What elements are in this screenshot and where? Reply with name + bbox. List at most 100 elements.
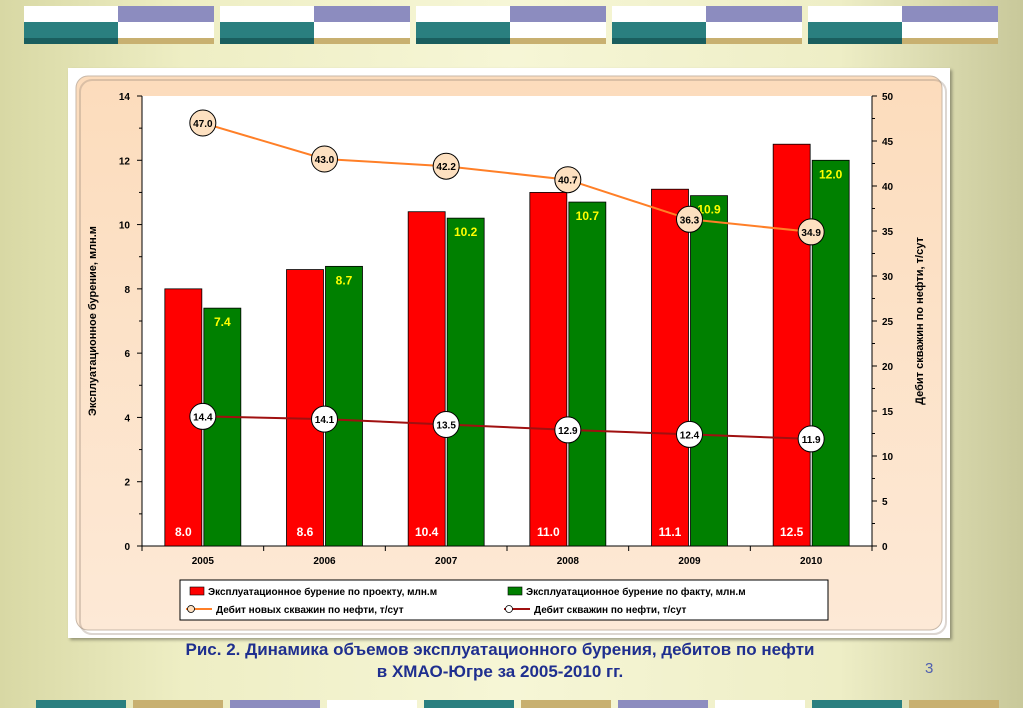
wells-series-label-2007: 13.5 <box>436 421 456 432</box>
deco-piece-white2-0 <box>118 22 214 38</box>
deco-bottom-piece-5 <box>521 700 611 708</box>
wells-series-label-2010: 11.9 <box>802 435 821 446</box>
bottom-decoration <box>0 698 1023 708</box>
deco-piece-gold-0 <box>118 38 214 44</box>
new-wells-series-line <box>202 122 812 233</box>
bar-fact-2009 <box>690 195 728 547</box>
deco-bottom-piece-2 <box>230 700 320 708</box>
bar-fact-label-2007: 10.2 <box>454 225 478 239</box>
y2-tick-label: 30 <box>882 272 894 283</box>
deco-bottom-piece-7 <box>715 700 805 708</box>
y2-tick-label: 45 <box>882 137 894 148</box>
plot-area <box>142 96 872 546</box>
bar-fact-2006 <box>325 265 363 547</box>
legend-swatch-1 <box>507 586 523 596</box>
y2-tick-label: 20 <box>882 362 894 373</box>
bar-fact-label-2010: 12.0 <box>819 167 843 181</box>
legend-label-3: Дебит скважин по нефти, т/сут <box>534 604 687 616</box>
y-tick-label: 14 <box>119 92 131 103</box>
deco-piece-white-4 <box>808 6 902 22</box>
legend-swatch-0 <box>189 586 205 596</box>
deco-piece-dark-0 <box>24 38 118 44</box>
caption-line-1: Рис. 2. Динамика объемов эксплуатационно… <box>185 640 815 659</box>
deco-piece-purple-2 <box>510 6 606 22</box>
legend-label-1: Эксплуатационное бурение по факту, млн.м <box>526 586 746 598</box>
chart-panel-shadow <box>79 79 947 635</box>
x-tick-label: 2005 <box>192 556 215 567</box>
deco-piece-white2-2 <box>510 22 606 38</box>
deco-piece-white2-3 <box>706 22 802 38</box>
deco-piece-white2-4 <box>902 22 998 38</box>
legend-label-0: Эксплуатационное бурение по проекту, млн… <box>208 586 437 598</box>
y-tick-label: 0 <box>124 542 130 553</box>
deco-piece-dark-2 <box>416 38 510 44</box>
new-wells-series-label-2005: 47.0 <box>193 119 213 130</box>
bar-fact-label-2008: 10.7 <box>576 209 600 223</box>
bar-fact-label-2006: 8.7 <box>336 273 353 287</box>
x-tick-label: 2009 <box>678 556 701 567</box>
deco-bottom-piece-1 <box>133 700 223 708</box>
y2-tick-label: 25 <box>882 317 894 328</box>
y2-tick-label: 50 <box>882 92 894 103</box>
chart-frame: 0 2 4 6 8 10 12 14 0 5 10 15 20 25 30 35 40 45 50 2005 2006 2… <box>68 68 950 638</box>
deco-piece-white-2 <box>416 6 510 22</box>
deco-piece-gold-2 <box>510 38 606 44</box>
bar-project-2007 <box>407 211 446 547</box>
y-tick-label: 4 <box>124 413 130 424</box>
wells-series-marker-2010 <box>797 425 825 453</box>
new-wells-series-label-2010: 34.9 <box>801 228 821 239</box>
deco-bottom-piece-6 <box>618 700 708 708</box>
new-wells-series-label-2007: 42.2 <box>436 162 456 173</box>
bar-fact-label-2009: 10.9 <box>697 203 721 217</box>
wells-series-marker-2007 <box>432 411 460 438</box>
wells-series-label-2005: 14.4 <box>193 412 213 423</box>
bar-fact-label-2005: 7.4 <box>214 315 231 329</box>
legend-box <box>179 579 829 621</box>
bar-fact-2010 <box>811 159 850 547</box>
bar-project-label-2008: 11.0 <box>537 525 560 539</box>
deco-piece-teal-0 <box>24 22 118 38</box>
bar-project-2009 <box>651 188 689 547</box>
bar-project-label-2009: 11.1 <box>659 525 682 539</box>
new-wells-series-marker-2010 <box>797 218 825 246</box>
new-wells-series-marker-2005 <box>189 109 217 137</box>
wells-series-label-2008: 12.9 <box>558 426 578 437</box>
x-tick-label: 2010 <box>800 556 823 567</box>
deco-piece-purple-1 <box>314 6 410 22</box>
legend-label-2: Дебит новых скважин по нефти, т/сут <box>216 604 404 616</box>
deco-piece-purple-0 <box>118 6 214 22</box>
deco-piece-dark-4 <box>808 38 902 44</box>
deco-piece-teal-3 <box>612 22 706 38</box>
deco-piece-dark-1 <box>220 38 314 44</box>
deco-bottom-piece-3 <box>327 700 417 708</box>
x-tick-label: 2006 <box>313 556 336 567</box>
y2-tick-label: 5 <box>882 497 888 508</box>
new-wells-series-marker-2009 <box>676 205 703 233</box>
new-wells-series-marker-2008 <box>554 166 582 194</box>
bar-fact-2008 <box>568 201 607 547</box>
deco-piece-white-0 <box>24 6 118 22</box>
wells-series-marker-2005 <box>189 402 217 430</box>
chart-svg: 0 2 4 6 8 10 12 14 0 5 10 15 20 25 30 35 40 45 50 2005 2006 2… <box>75 75 947 635</box>
deco-piece-teal-2 <box>416 22 510 38</box>
top-decoration <box>0 6 1023 50</box>
deco-piece-white-3 <box>612 6 706 22</box>
wells-series-marker-2009 <box>676 420 703 448</box>
page-number: 3 <box>925 660 934 677</box>
deco-piece-dark-3 <box>612 38 706 44</box>
y-tick-label: 8 <box>124 285 130 296</box>
deco-piece-gold-1 <box>314 38 410 44</box>
bar-project-label-2005: 8.0 <box>175 525 192 539</box>
new-wells-series-label-2008: 40.7 <box>558 176 578 187</box>
wells-series-label-2006: 14.1 <box>315 415 335 426</box>
y2-tick-label: 15 <box>882 407 894 418</box>
new-wells-series-marker-2007 <box>432 152 460 180</box>
wells-series-marker-2006 <box>311 405 338 433</box>
deco-bottom-piece-8 <box>812 700 902 708</box>
legend-marker-3 <box>505 605 513 613</box>
y-tick-label: 10 <box>119 221 131 232</box>
deco-piece-gold-3 <box>706 38 802 44</box>
bar-fact-2007 <box>446 217 485 547</box>
y2-tick-label: 40 <box>882 182 894 193</box>
y2-tick-label: 35 <box>882 227 894 238</box>
